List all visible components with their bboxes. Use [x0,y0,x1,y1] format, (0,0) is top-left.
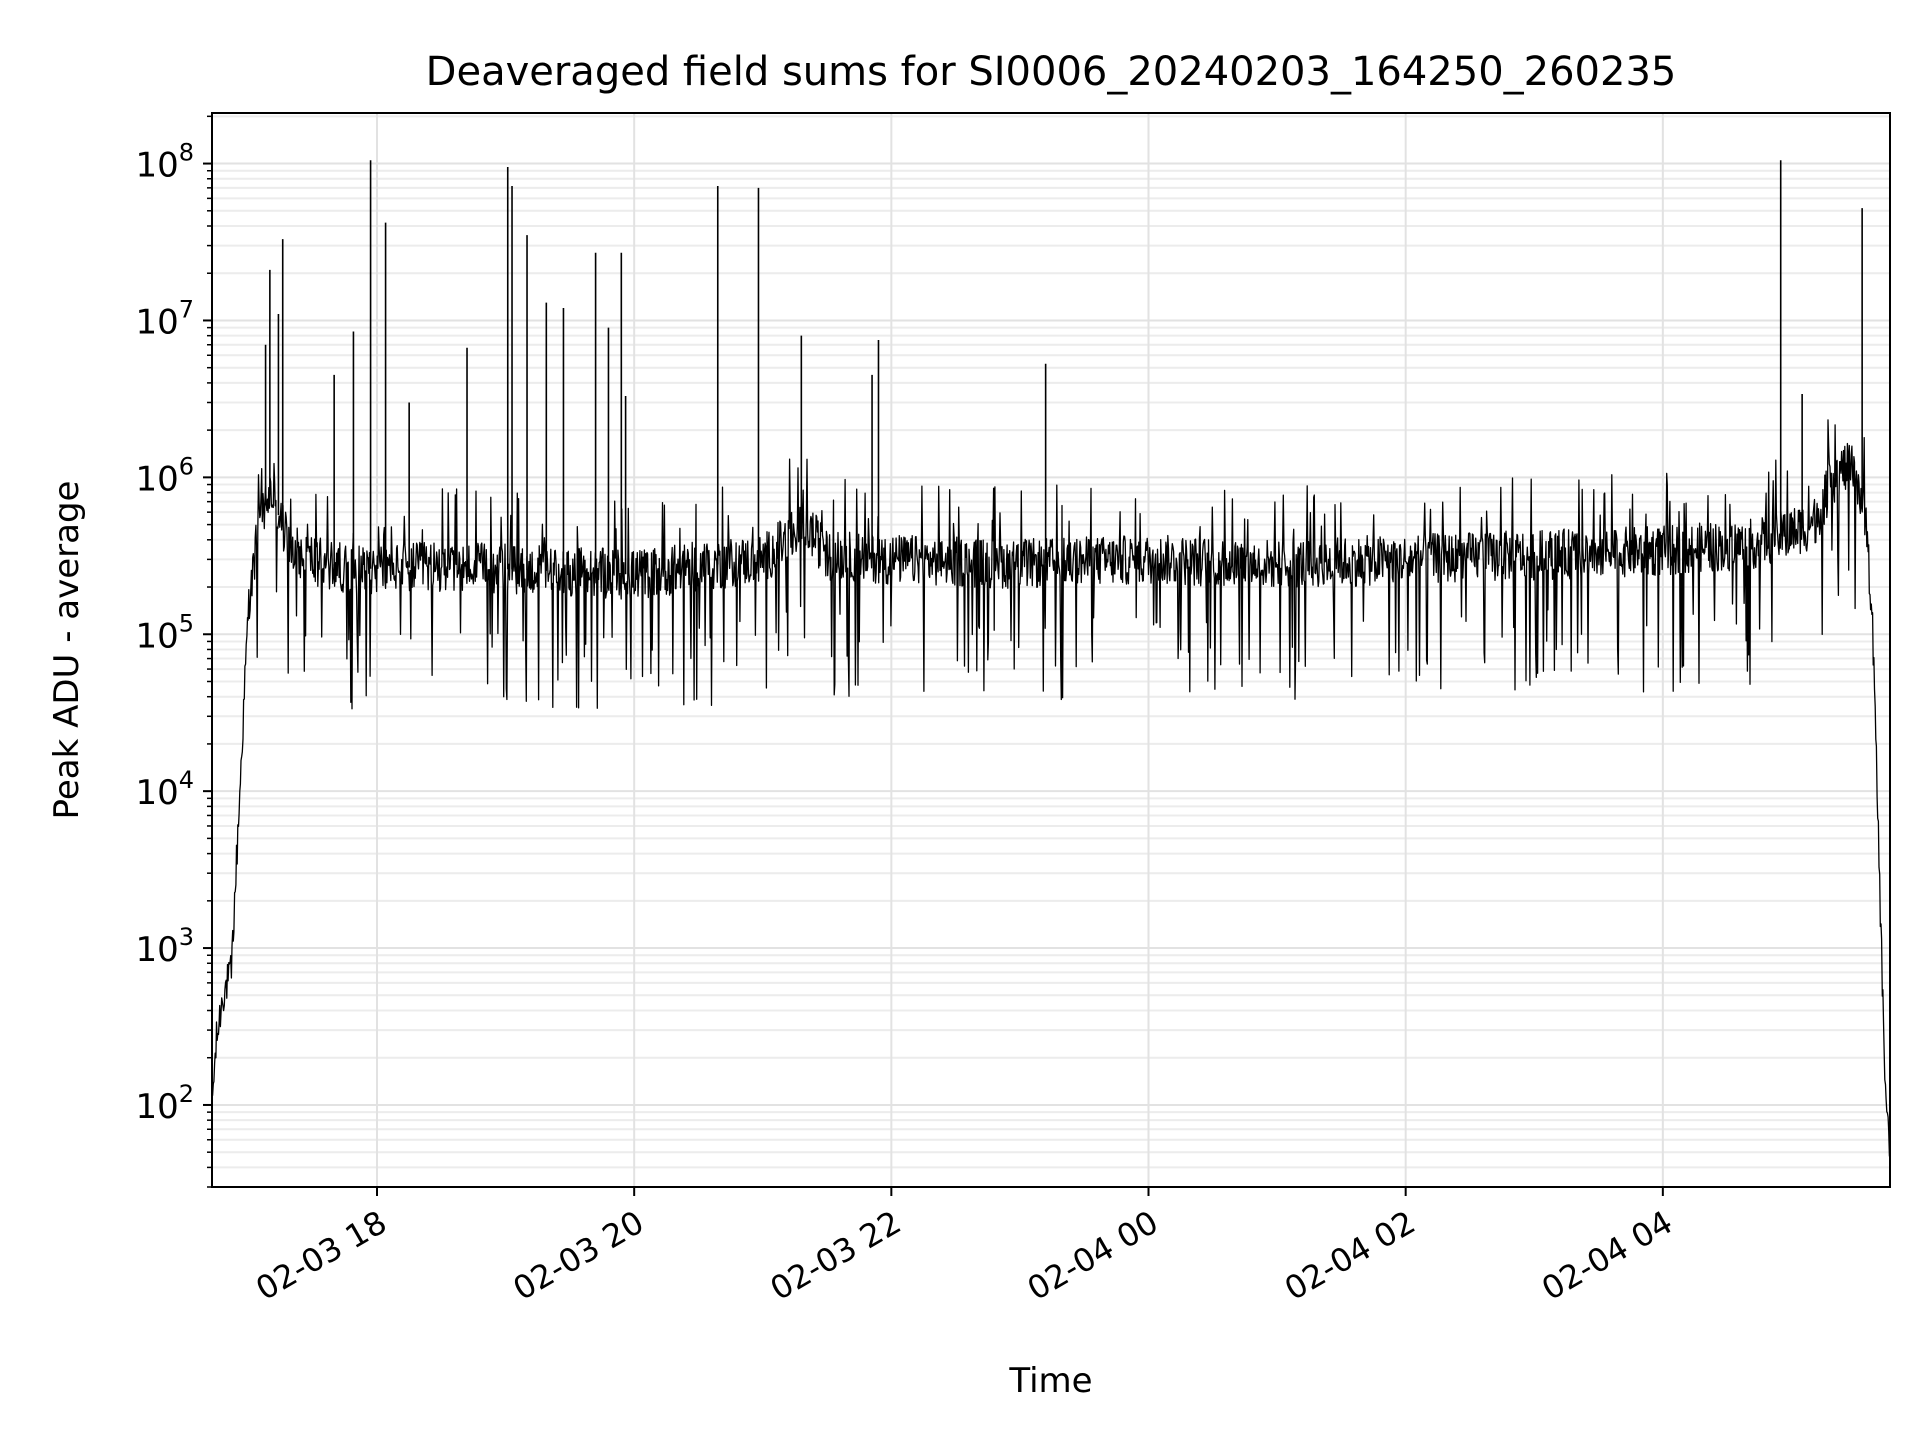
y-tick-label: 104 [135,766,194,813]
x-axis-label: Time [1008,1361,1092,1401]
y-axis-label: Peak ADU - average [47,481,87,820]
y-tick-label: 102 [135,1080,194,1127]
y-tick-label: 106 [135,452,194,499]
data-layer [211,160,1891,1160]
series-line [211,419,1891,1160]
chart-title: Deaveraged field sums for SI0006_2024020… [426,49,1677,95]
y-tick-label: 103 [135,923,194,970]
grid-layer [212,113,1890,1188]
y-tick-label: 105 [135,609,194,656]
y-tick-label: 107 [135,295,194,342]
y-tick-label: 108 [135,139,194,186]
